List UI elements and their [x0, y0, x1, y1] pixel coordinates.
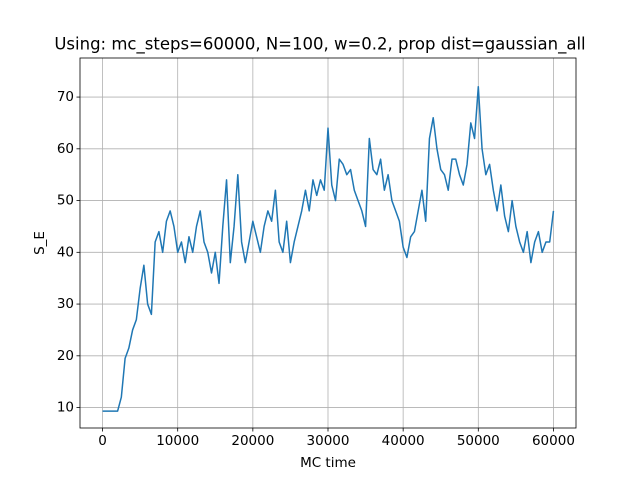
chart-title: Using: mc_steps=60000, N=100, w=0.2, pro… — [54, 35, 585, 55]
x-tick-label: 20000 — [231, 433, 274, 449]
y-axis-label: S_E — [32, 231, 48, 255]
x-tick-label: 50000 — [457, 433, 500, 449]
y-tick-label: 40 — [57, 244, 74, 260]
x-tick-label: 40000 — [382, 433, 425, 449]
y-tick-label: 70 — [57, 89, 74, 105]
x-tick-label: 0 — [98, 433, 107, 449]
data-line — [102, 85, 555, 412]
plot-frame — [79, 57, 577, 429]
y-tick-label: 10 — [57, 400, 74, 416]
x-tick-label: 60000 — [532, 433, 575, 449]
x-tick-label: 10000 — [156, 433, 199, 449]
y-tick-label: 60 — [57, 141, 74, 157]
y-tick-label: 30 — [57, 296, 74, 312]
x-axis-label: MC time — [300, 455, 356, 471]
x-tick-label: 30000 — [307, 433, 350, 449]
y-tick-label: 50 — [57, 193, 74, 209]
y-tick-label: 20 — [57, 348, 74, 364]
